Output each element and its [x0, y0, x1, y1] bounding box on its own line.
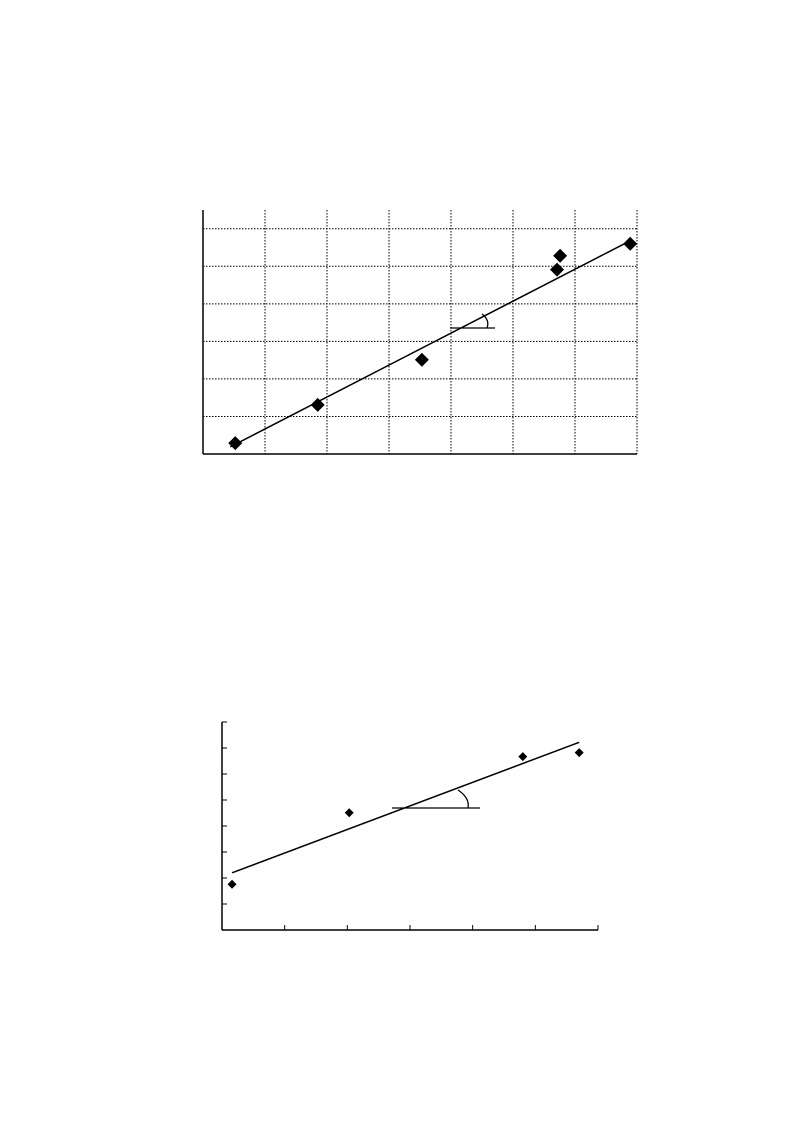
angle-marker [450, 313, 495, 329]
data-point [227, 879, 237, 889]
data-point [553, 248, 568, 263]
data-point [310, 397, 325, 412]
data-point [574, 748, 584, 758]
angle-arc [481, 313, 489, 329]
trend-line [229, 240, 631, 448]
data-point [518, 752, 528, 762]
data-point [550, 262, 565, 277]
data-point [344, 808, 354, 818]
data-point [623, 236, 638, 251]
data-point [414, 352, 429, 367]
data-point [228, 436, 243, 451]
angle-arc [457, 789, 469, 809]
trend-line [231, 741, 580, 874]
angle-marker [392, 789, 480, 809]
